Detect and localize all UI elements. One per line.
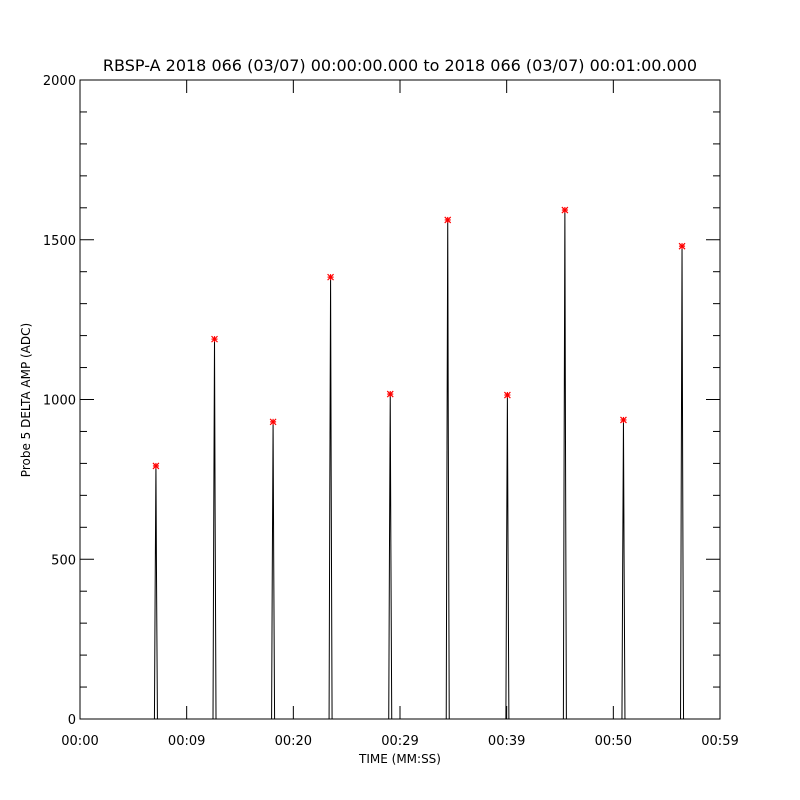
x-tick-label: 00:00 bbox=[61, 734, 98, 749]
plot-frame bbox=[79, 79, 721, 720]
peak-marker bbox=[269, 418, 277, 426]
peak-marker bbox=[327, 273, 335, 281]
peak-marker-stroke bbox=[269, 418, 277, 426]
signal-line bbox=[80, 210, 720, 720]
peak-marker-stroke bbox=[678, 242, 686, 250]
x-axis-label: TIME (MM:SS) bbox=[358, 752, 441, 766]
y-tick-label: 500 bbox=[51, 553, 76, 568]
data-series bbox=[80, 210, 720, 720]
axes: 0 500 1000 1500 2000 00:00 00:09 00:20 00:29 00:3… bbox=[43, 74, 739, 749]
peak-marker-stroke bbox=[620, 416, 627, 424]
x-tick-label: 00:39 bbox=[488, 734, 525, 749]
peak-marker-stroke bbox=[561, 206, 569, 214]
peak-marker bbox=[561, 206, 569, 214]
y-axis-label: Probe 5 DELTA AMP (ADC) bbox=[19, 323, 33, 477]
peak-marker bbox=[503, 391, 511, 399]
x-tick-label: 00:20 bbox=[275, 734, 312, 749]
x-tick-label: 00:29 bbox=[381, 734, 418, 749]
x-tick-label: 00:50 bbox=[595, 734, 632, 749]
x-tick-label: 00:09 bbox=[168, 734, 205, 749]
y-tick-label: 2000 bbox=[43, 74, 76, 89]
peak-marker bbox=[211, 335, 218, 343]
peak-markers bbox=[152, 206, 686, 470]
peak-marker bbox=[386, 390, 394, 398]
chart-title: RBSP-A 2018 066 (03/07) 00:00:00.000 to … bbox=[103, 56, 697, 75]
y-tick-label: 0 bbox=[68, 713, 76, 728]
peak-marker bbox=[444, 216, 452, 224]
peak-marker-stroke bbox=[211, 335, 218, 343]
peak-marker-stroke bbox=[444, 216, 452, 224]
peak-marker bbox=[678, 242, 686, 250]
peak-marker bbox=[152, 462, 160, 470]
y-tick-label: 1500 bbox=[43, 234, 76, 249]
y-tick-label: 1000 bbox=[43, 394, 76, 409]
peak-marker-stroke bbox=[152, 462, 160, 470]
peak-marker-stroke bbox=[386, 390, 394, 398]
peak-marker-stroke bbox=[503, 391, 511, 399]
peak-marker-stroke bbox=[327, 273, 335, 281]
x-tick-label: 00:59 bbox=[701, 734, 738, 749]
peak-marker bbox=[620, 416, 627, 424]
